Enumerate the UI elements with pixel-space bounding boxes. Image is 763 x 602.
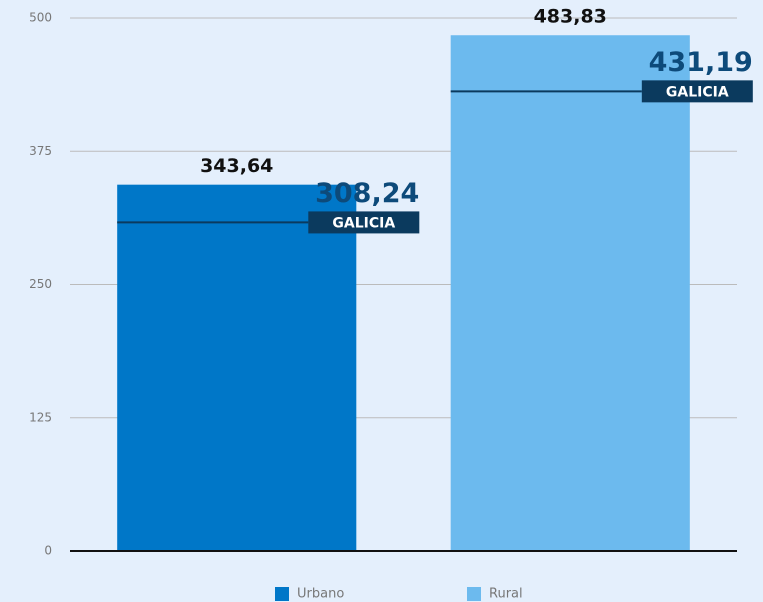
reference-name: GALICIA — [666, 84, 729, 100]
legend-swatch — [275, 587, 289, 601]
value-label: 483,83 — [534, 6, 607, 28]
reference-box — [641, 80, 753, 103]
bar — [450, 35, 690, 551]
y-tick-label: 0 — [44, 544, 52, 558]
reference-value: 308,24 — [315, 178, 419, 209]
y-tick-label: 125 — [29, 410, 52, 424]
y-tick-label: 500 — [29, 11, 52, 25]
y-tick-label: 250 — [29, 277, 52, 291]
value-label: 343,64 — [200, 155, 273, 177]
legend-label: Urbano — [297, 587, 344, 602]
y-tick-label: 375 — [29, 144, 52, 158]
reference-box — [308, 211, 420, 234]
bar — [117, 184, 357, 552]
reference-value: 431,19 — [649, 47, 753, 78]
legend-swatch — [467, 587, 481, 601]
legend-label: Rural — [489, 587, 523, 602]
reference-name: GALICIA — [332, 215, 395, 231]
